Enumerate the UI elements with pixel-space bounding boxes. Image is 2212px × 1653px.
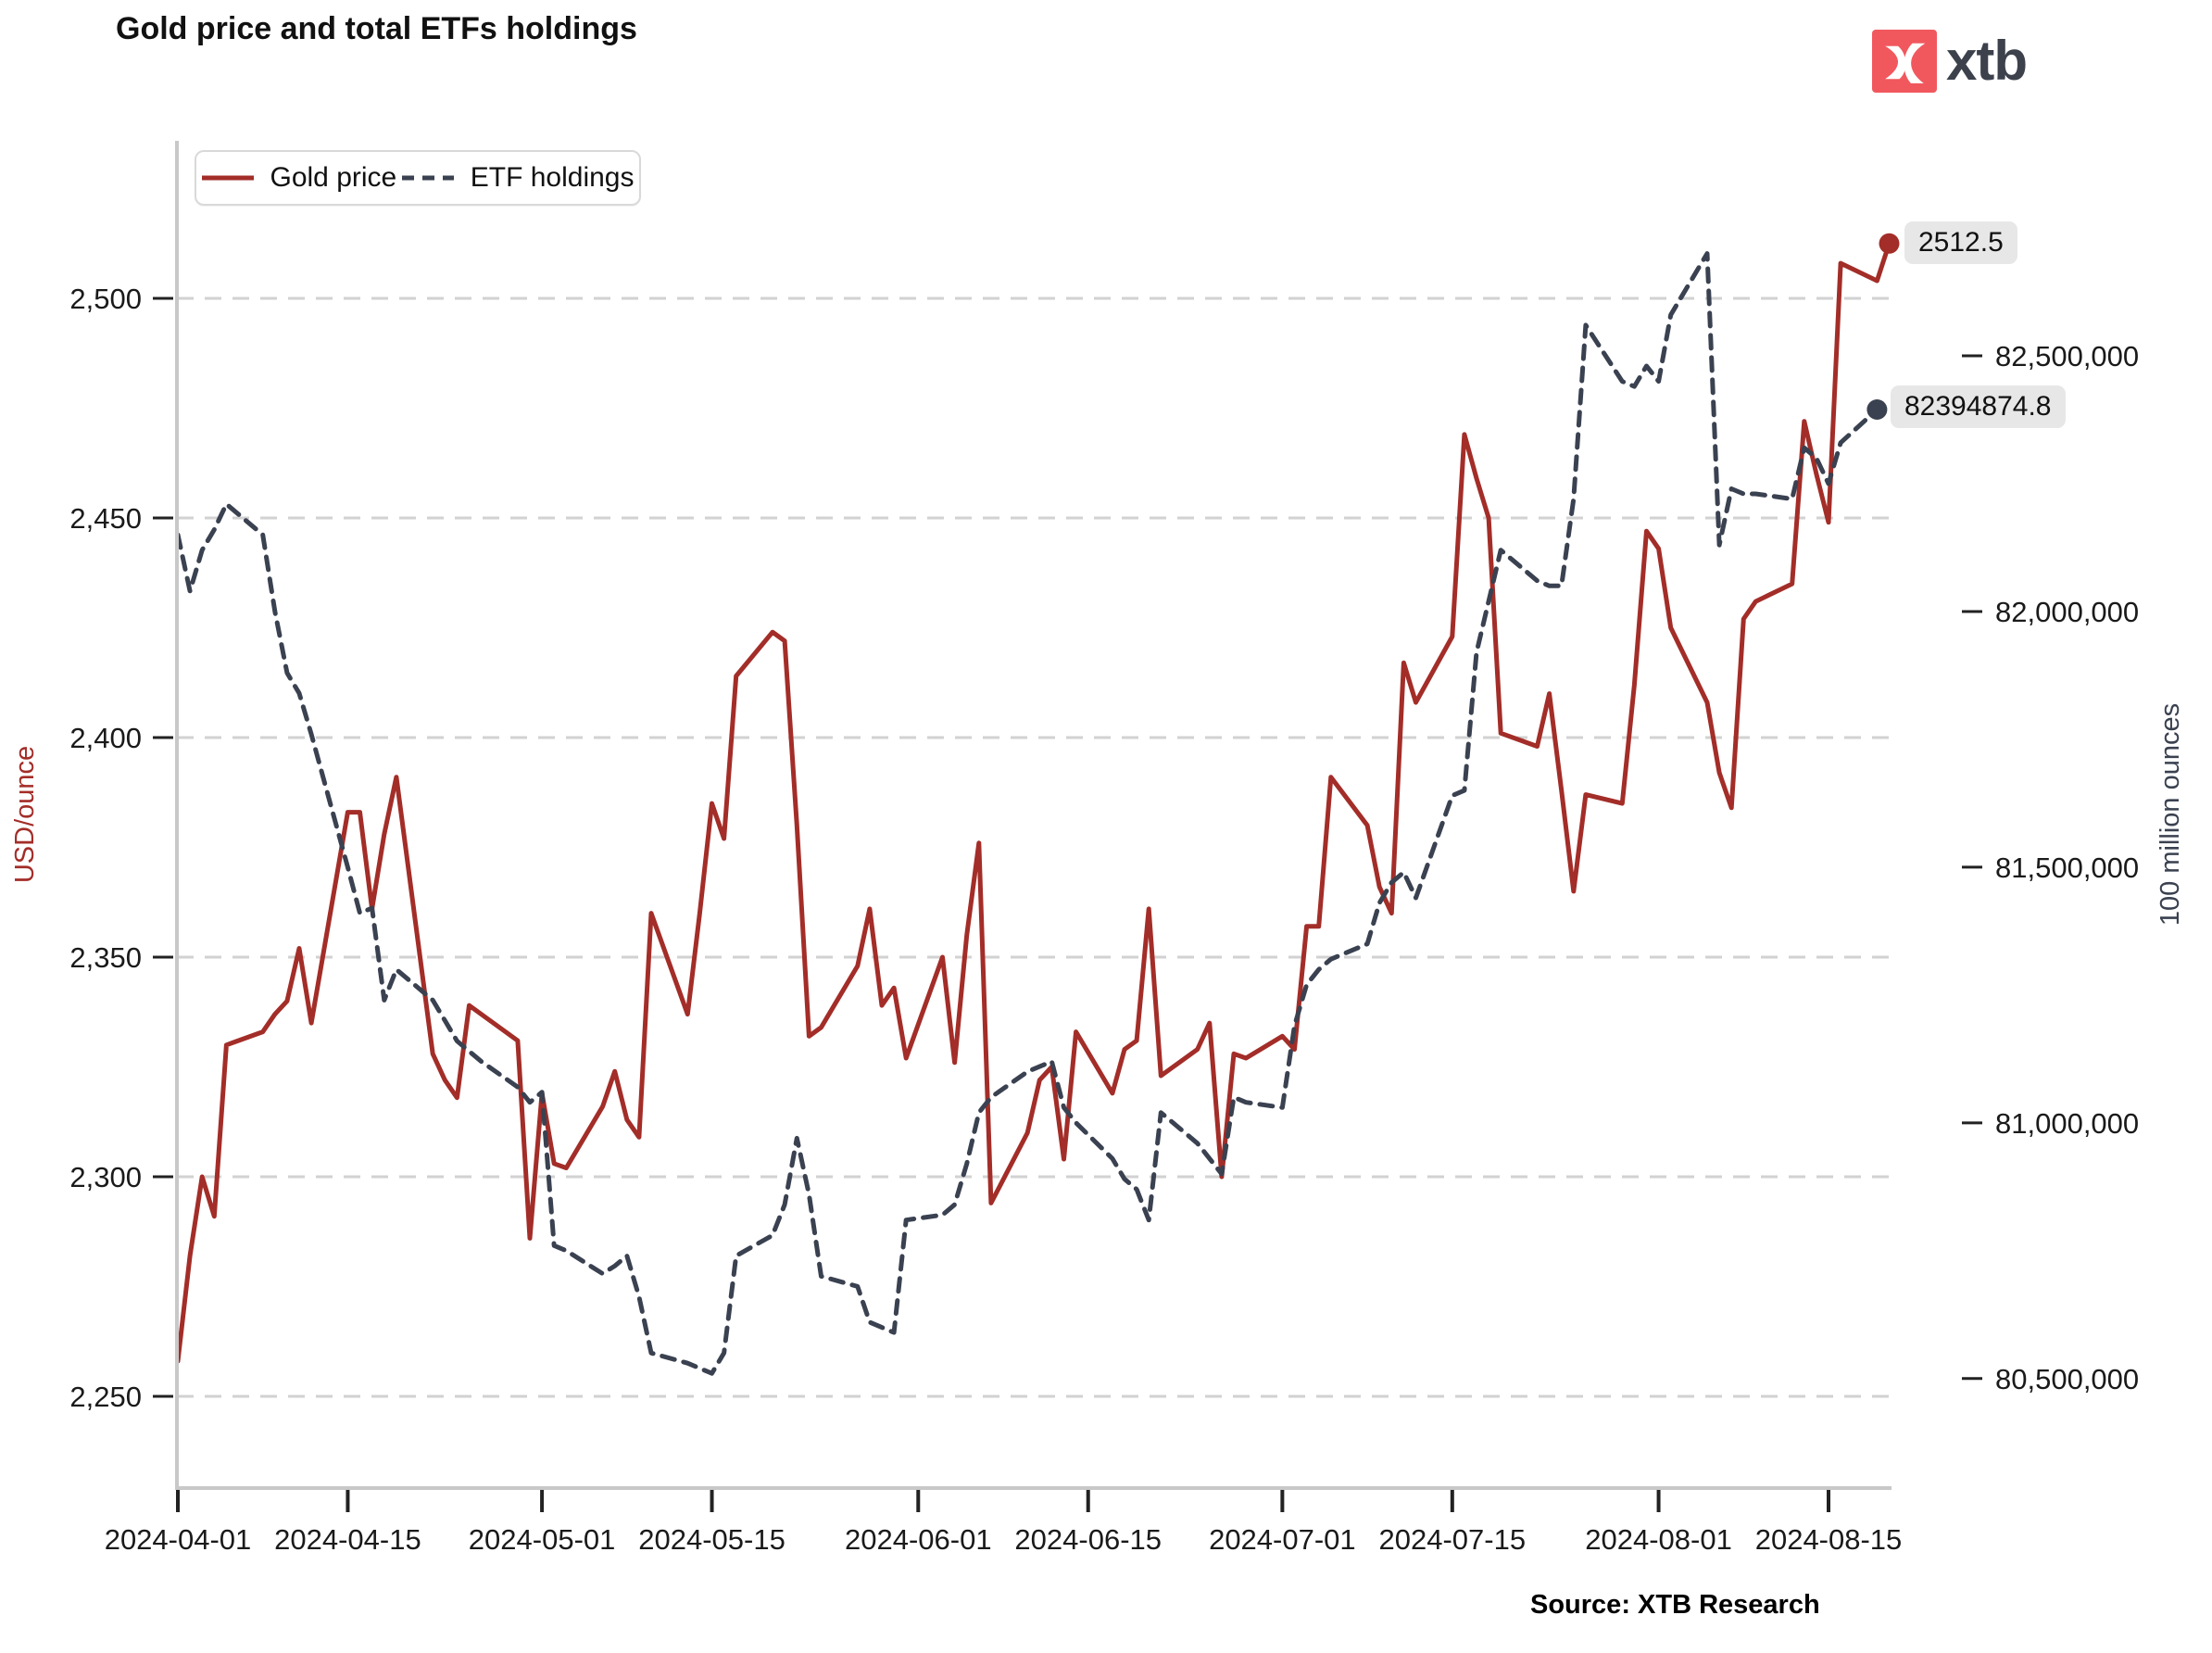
left-tick-label: 2,450 [69, 502, 142, 535]
etf-last-point-dot [1866, 399, 1888, 420]
right-tick-label: 81,000,000 [1995, 1107, 2139, 1140]
x-tick-label: 2024-08-01 [1585, 1523, 1732, 1556]
xtb-logo-text: xtb [1946, 30, 2028, 92]
right-tick-label: 81,500,000 [1995, 852, 2139, 884]
chart-legend: Gold price ETF holdings [195, 150, 641, 206]
gold-price-line [175, 233, 1900, 1364]
x-tick-label: 2024-06-01 [845, 1523, 992, 1556]
legend-label-gold-price: Gold price [270, 162, 397, 193]
right-tick-label: 82,500,000 [1995, 340, 2139, 372]
gold-line-sample-icon [201, 175, 254, 181]
x-tick-label: 2024-05-01 [469, 1523, 616, 1556]
right-tick-label: 82,000,000 [1995, 596, 2139, 628]
xtb-logo: xtb [1872, 30, 2028, 93]
xtb-logo-icon [1872, 30, 1937, 93]
x-tick-label: 2024-06-15 [1014, 1523, 1162, 1556]
left-tick-label: 2,350 [69, 941, 142, 974]
left-tick-label: 2,400 [69, 722, 142, 754]
gold-last-value-badge: 2512.5 [1904, 221, 2017, 264]
etf-last-value-badge: 82394874.8 [1891, 385, 2066, 428]
x-tick-label: 2024-07-01 [1209, 1523, 1356, 1556]
gold-last-point-dot [1879, 233, 1900, 254]
gridlines [177, 297, 1890, 1398]
right-axis-title: 100 million ounces [2155, 703, 2185, 926]
left-axis: 2,250 2,300 2,350 2,400 2,450 2,500 [69, 283, 173, 1413]
x-axis: 2024-04-01 2024-04-15 2024-05-01 2024-05-15… [105, 1490, 1903, 1556]
x-tick-label: 2024-04-15 [274, 1523, 421, 1556]
left-tick-label: 2,500 [69, 283, 142, 315]
x-tick-label: 2024-04-01 [105, 1523, 252, 1556]
axis-spines [175, 141, 1892, 1490]
legend-label-etf-holdings: ETF holdings [470, 162, 635, 193]
x-tick-label: 2024-07-15 [1379, 1523, 1527, 1556]
etf-line-sample-icon [401, 175, 454, 181]
source-note: Source: XTB Research [1530, 1590, 1820, 1620]
right-tick-label: 80,500,000 [1995, 1363, 2139, 1395]
etf-holdings-line [175, 251, 1888, 1376]
right-axis: 80,500,000 81,000,000 81,500,000 82,000,000… [1962, 340, 2139, 1395]
left-axis-title: USD/ounce [10, 746, 40, 883]
x-tick-label: 2024-05-15 [638, 1523, 786, 1556]
left-tick-label: 2,250 [69, 1381, 142, 1413]
page-title: Gold price and total ETFs holdings [116, 11, 637, 46]
legend-item-gold-price: Gold price [201, 162, 397, 194]
legend-item-etf-holdings: ETF holdings [401, 162, 635, 194]
x-tick-label: 2024-08-15 [1755, 1523, 1903, 1556]
left-tick-label: 2,300 [69, 1161, 142, 1193]
